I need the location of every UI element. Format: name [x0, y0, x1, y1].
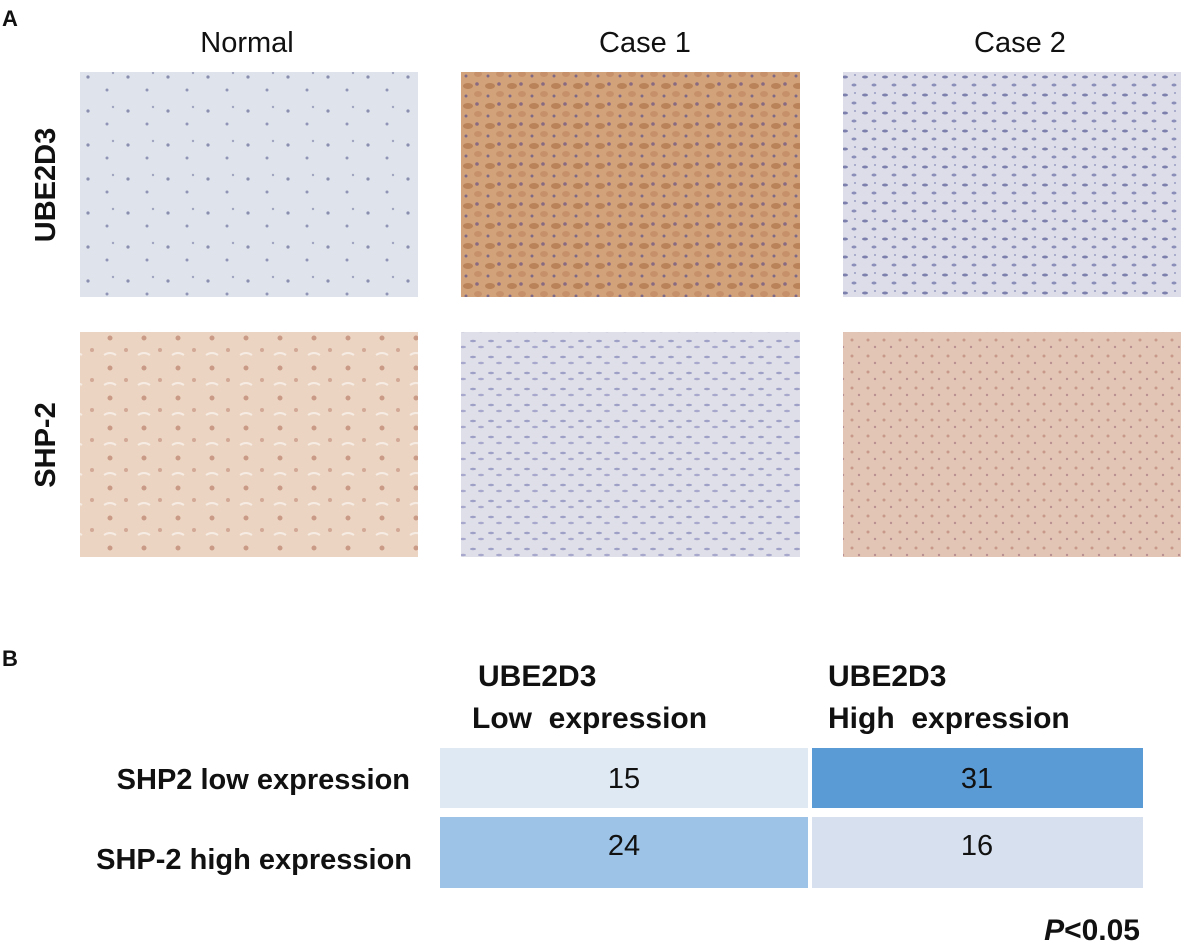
p-value: P<0.05	[1044, 914, 1140, 947]
table-cell	[812, 748, 1143, 808]
column-header: Low expression	[472, 702, 707, 735]
micrograph	[843, 332, 1181, 557]
row-header: SHP-2 high expression	[96, 844, 412, 876]
column-label: Case 2	[974, 27, 1066, 59]
p-text: <0.05	[1064, 914, 1140, 947]
cell-value: 16	[961, 830, 993, 862]
cell-value: 24	[608, 830, 640, 862]
column-header: High expression	[828, 702, 1070, 735]
micrograph	[80, 72, 418, 297]
panel-label: B	[2, 646, 18, 671]
column-label: Case 1	[599, 27, 691, 59]
micrograph	[843, 72, 1181, 297]
table-cell	[440, 748, 808, 808]
cell-value: 15	[608, 763, 640, 795]
micrograph	[80, 332, 418, 557]
column-header: UBE2D3	[478, 660, 596, 693]
micrograph	[461, 72, 800, 297]
column-label: Normal	[200, 27, 293, 59]
panel-label: A	[2, 6, 18, 31]
table-cell	[440, 817, 808, 888]
cell-value: 31	[961, 763, 993, 795]
row-header: SHP2 low expression	[117, 764, 410, 796]
row-label: SHP-2	[30, 402, 62, 487]
row-label: UBE2D3	[30, 128, 62, 242]
p-symbol: P	[1044, 914, 1065, 947]
micrograph	[461, 332, 800, 557]
table-cell	[812, 817, 1143, 888]
column-header: UBE2D3	[828, 660, 946, 693]
